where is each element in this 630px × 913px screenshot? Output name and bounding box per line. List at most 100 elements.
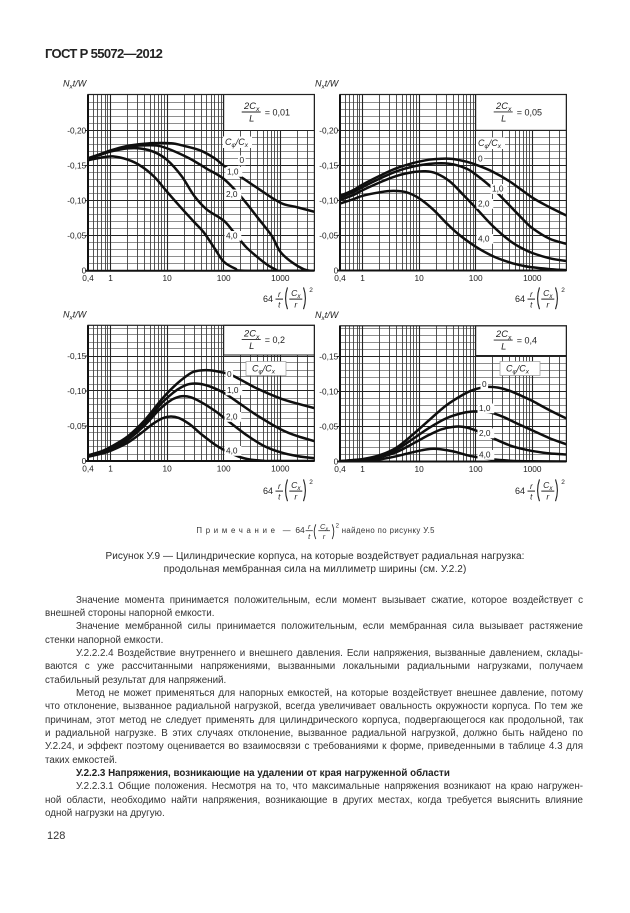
svg-text:2: 2 xyxy=(309,287,313,294)
svg-text:Cφ/Cx: Cφ/Cx xyxy=(506,364,530,376)
svg-text:0: 0 xyxy=(334,457,339,467)
svg-text:L: L xyxy=(501,342,506,352)
svg-text:100: 100 xyxy=(217,273,231,283)
svg-text:Cφ/Cx: Cφ/Cx xyxy=(252,364,276,376)
svg-text:1000: 1000 xyxy=(523,273,542,283)
svg-text:Nxt/W: Nxt/W xyxy=(63,309,88,321)
svg-text:1: 1 xyxy=(108,273,113,283)
svg-text:t: t xyxy=(530,301,533,310)
svg-text:64: 64 xyxy=(515,294,525,304)
svg-text:-0,15: -0,15 xyxy=(67,351,86,361)
svg-text:1000: 1000 xyxy=(271,464,290,474)
svg-text:r: r xyxy=(323,532,326,541)
svg-text:r: r xyxy=(278,482,281,491)
svg-text:-0,10: -0,10 xyxy=(67,386,86,396)
svg-text:2Cx: 2Cx xyxy=(495,329,512,341)
svg-text:1,0: 1,0 xyxy=(479,403,491,413)
svg-text:t: t xyxy=(530,493,533,502)
svg-text:r: r xyxy=(278,290,281,299)
svg-text:Cx: Cx xyxy=(543,288,553,300)
svg-text:= 0,4: = 0,4 xyxy=(517,336,537,346)
svg-text:4,0: 4,0 xyxy=(226,446,238,456)
svg-text:Nxt/W: Nxt/W xyxy=(315,79,340,91)
svg-text:1: 1 xyxy=(360,464,365,474)
svg-text:Cx: Cx xyxy=(291,288,301,300)
svg-text:2,0: 2,0 xyxy=(479,428,491,438)
svg-text:t: t xyxy=(278,301,281,310)
svg-text:= 0,01: = 0,01 xyxy=(265,108,290,118)
svg-text:Примечание: Примечание xyxy=(196,526,275,535)
svg-text:2Cx: 2Cx xyxy=(495,101,512,113)
svg-text:r: r xyxy=(530,482,533,491)
svg-text:2,0: 2,0 xyxy=(226,412,238,422)
svg-text:-0,05: -0,05 xyxy=(67,231,86,241)
svg-text:64: 64 xyxy=(263,486,273,496)
svg-text:10: 10 xyxy=(162,273,172,283)
svg-text:r: r xyxy=(308,522,311,531)
svg-text:1: 1 xyxy=(360,273,365,283)
svg-text:t: t xyxy=(278,493,281,502)
svg-text:0: 0 xyxy=(82,456,87,466)
svg-text:1,0: 1,0 xyxy=(227,167,239,177)
svg-text:r: r xyxy=(530,290,533,299)
svg-text:0: 0 xyxy=(478,154,483,164)
svg-text:0,4: 0,4 xyxy=(82,464,94,474)
svg-text:-0,15: -0,15 xyxy=(319,352,338,362)
svg-text:-0,10: -0,10 xyxy=(319,195,338,205)
svg-text:0,4: 0,4 xyxy=(82,273,94,283)
svg-text:Cφ/Cx: Cφ/Cx xyxy=(225,137,249,149)
svg-text:2Cx: 2Cx xyxy=(243,329,260,341)
svg-text:1: 1 xyxy=(108,464,113,474)
svg-text:2Cx: 2Cx xyxy=(243,101,260,113)
svg-text:1000: 1000 xyxy=(271,273,290,283)
svg-text:Cx: Cx xyxy=(320,522,328,533)
svg-text:-0,15: -0,15 xyxy=(319,160,338,170)
svg-text:10: 10 xyxy=(414,464,424,474)
svg-text:2: 2 xyxy=(561,287,565,294)
svg-text:r: r xyxy=(546,492,550,502)
svg-text:Cx: Cx xyxy=(543,480,553,492)
svg-text:0,4: 0,4 xyxy=(334,464,346,474)
svg-text:4,0: 4,0 xyxy=(226,231,238,241)
svg-text:L: L xyxy=(249,114,254,124)
svg-text:-0,05: -0,05 xyxy=(319,422,338,432)
svg-text:2,0: 2,0 xyxy=(478,199,490,209)
svg-text:= 0,2: = 0,2 xyxy=(265,335,285,345)
svg-text:1000: 1000 xyxy=(523,464,542,474)
svg-text:4,0: 4,0 xyxy=(478,234,490,244)
svg-text:0,4: 0,4 xyxy=(334,273,346,283)
svg-text:10: 10 xyxy=(162,464,172,474)
svg-text:1,0: 1,0 xyxy=(492,184,504,194)
svg-text:найдено по рисунку У.5: найдено по рисунку У.5 xyxy=(342,526,435,535)
svg-text:L: L xyxy=(501,113,506,123)
svg-text:r: r xyxy=(294,492,298,502)
svg-text:-0,10: -0,10 xyxy=(319,387,338,397)
svg-text:0: 0 xyxy=(240,155,245,165)
svg-text:4,0: 4,0 xyxy=(479,450,491,460)
svg-text:2: 2 xyxy=(336,524,340,530)
svg-text:-0,20: -0,20 xyxy=(67,126,86,136)
svg-text:-0,10: -0,10 xyxy=(67,196,86,206)
svg-text:-0,05: -0,05 xyxy=(67,421,86,431)
svg-text:—: — xyxy=(283,526,291,535)
svg-text:Nxt/W: Nxt/W xyxy=(63,79,88,91)
svg-text:= 0,05: = 0,05 xyxy=(517,107,542,117)
svg-text:2: 2 xyxy=(309,479,313,486)
svg-text:2,0: 2,0 xyxy=(226,189,238,199)
svg-text:-0,20: -0,20 xyxy=(319,125,338,135)
svg-text:0: 0 xyxy=(227,369,232,379)
svg-text:100: 100 xyxy=(217,464,231,474)
svg-text:Cx: Cx xyxy=(291,480,301,492)
svg-text:100: 100 xyxy=(469,273,483,283)
svg-text:L: L xyxy=(249,341,254,351)
svg-text:0: 0 xyxy=(334,266,339,276)
svg-text:Cφ/Cx: Cφ/Cx xyxy=(478,138,502,150)
svg-text:0: 0 xyxy=(82,266,87,276)
svg-text:2: 2 xyxy=(561,479,565,486)
svg-text:r: r xyxy=(546,300,550,310)
svg-text:64: 64 xyxy=(295,525,305,535)
svg-text:Nxt/W: Nxt/W xyxy=(315,310,340,322)
svg-text:64: 64 xyxy=(263,294,273,304)
svg-text:64: 64 xyxy=(515,486,525,496)
svg-text:10: 10 xyxy=(414,273,424,283)
